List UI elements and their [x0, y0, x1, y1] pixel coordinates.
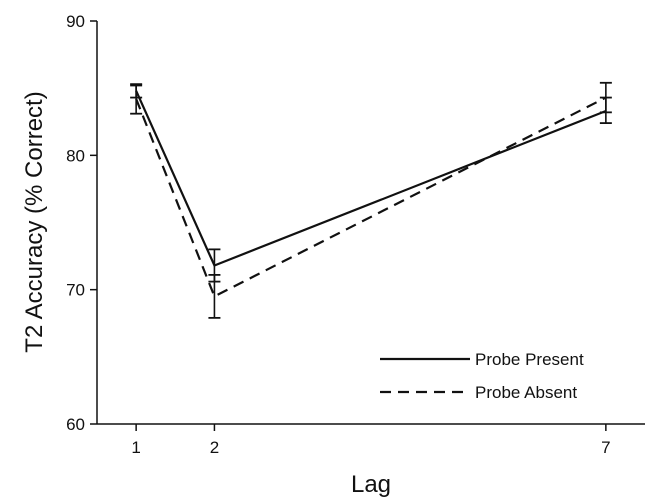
legend-label-probe-absent: Probe Absent — [475, 383, 577, 402]
x-tick-label: 2 — [210, 438, 219, 457]
x-tick-label: 1 — [131, 438, 140, 457]
series-line-probe-absent — [135, 96, 607, 298]
series-line-probe-present — [135, 90, 607, 267]
series-layer — [130, 81, 612, 319]
y-ticks: 60 70 80 90 — [66, 12, 97, 434]
legend: Probe Present Probe Absent — [380, 350, 584, 402]
y-tick-label: 80 — [66, 146, 85, 165]
legend-label-probe-present: Probe Present — [475, 350, 584, 369]
error-bar-probe-absent — [130, 84, 143, 115]
x-tick-label: 7 — [601, 438, 610, 457]
y-tick-label: 90 — [66, 12, 85, 31]
y-tick-label: 70 — [66, 281, 85, 300]
error-bar-probe-absent — [208, 273, 221, 319]
y-axis-title: T2 Accuracy (% Correct) — [21, 91, 48, 352]
error-bar-probe-absent — [599, 81, 612, 114]
x-ticks: 1 2 7 — [131, 424, 611, 457]
y-tick-label: 60 — [66, 415, 85, 434]
x-axis-title: Lag — [351, 471, 391, 498]
